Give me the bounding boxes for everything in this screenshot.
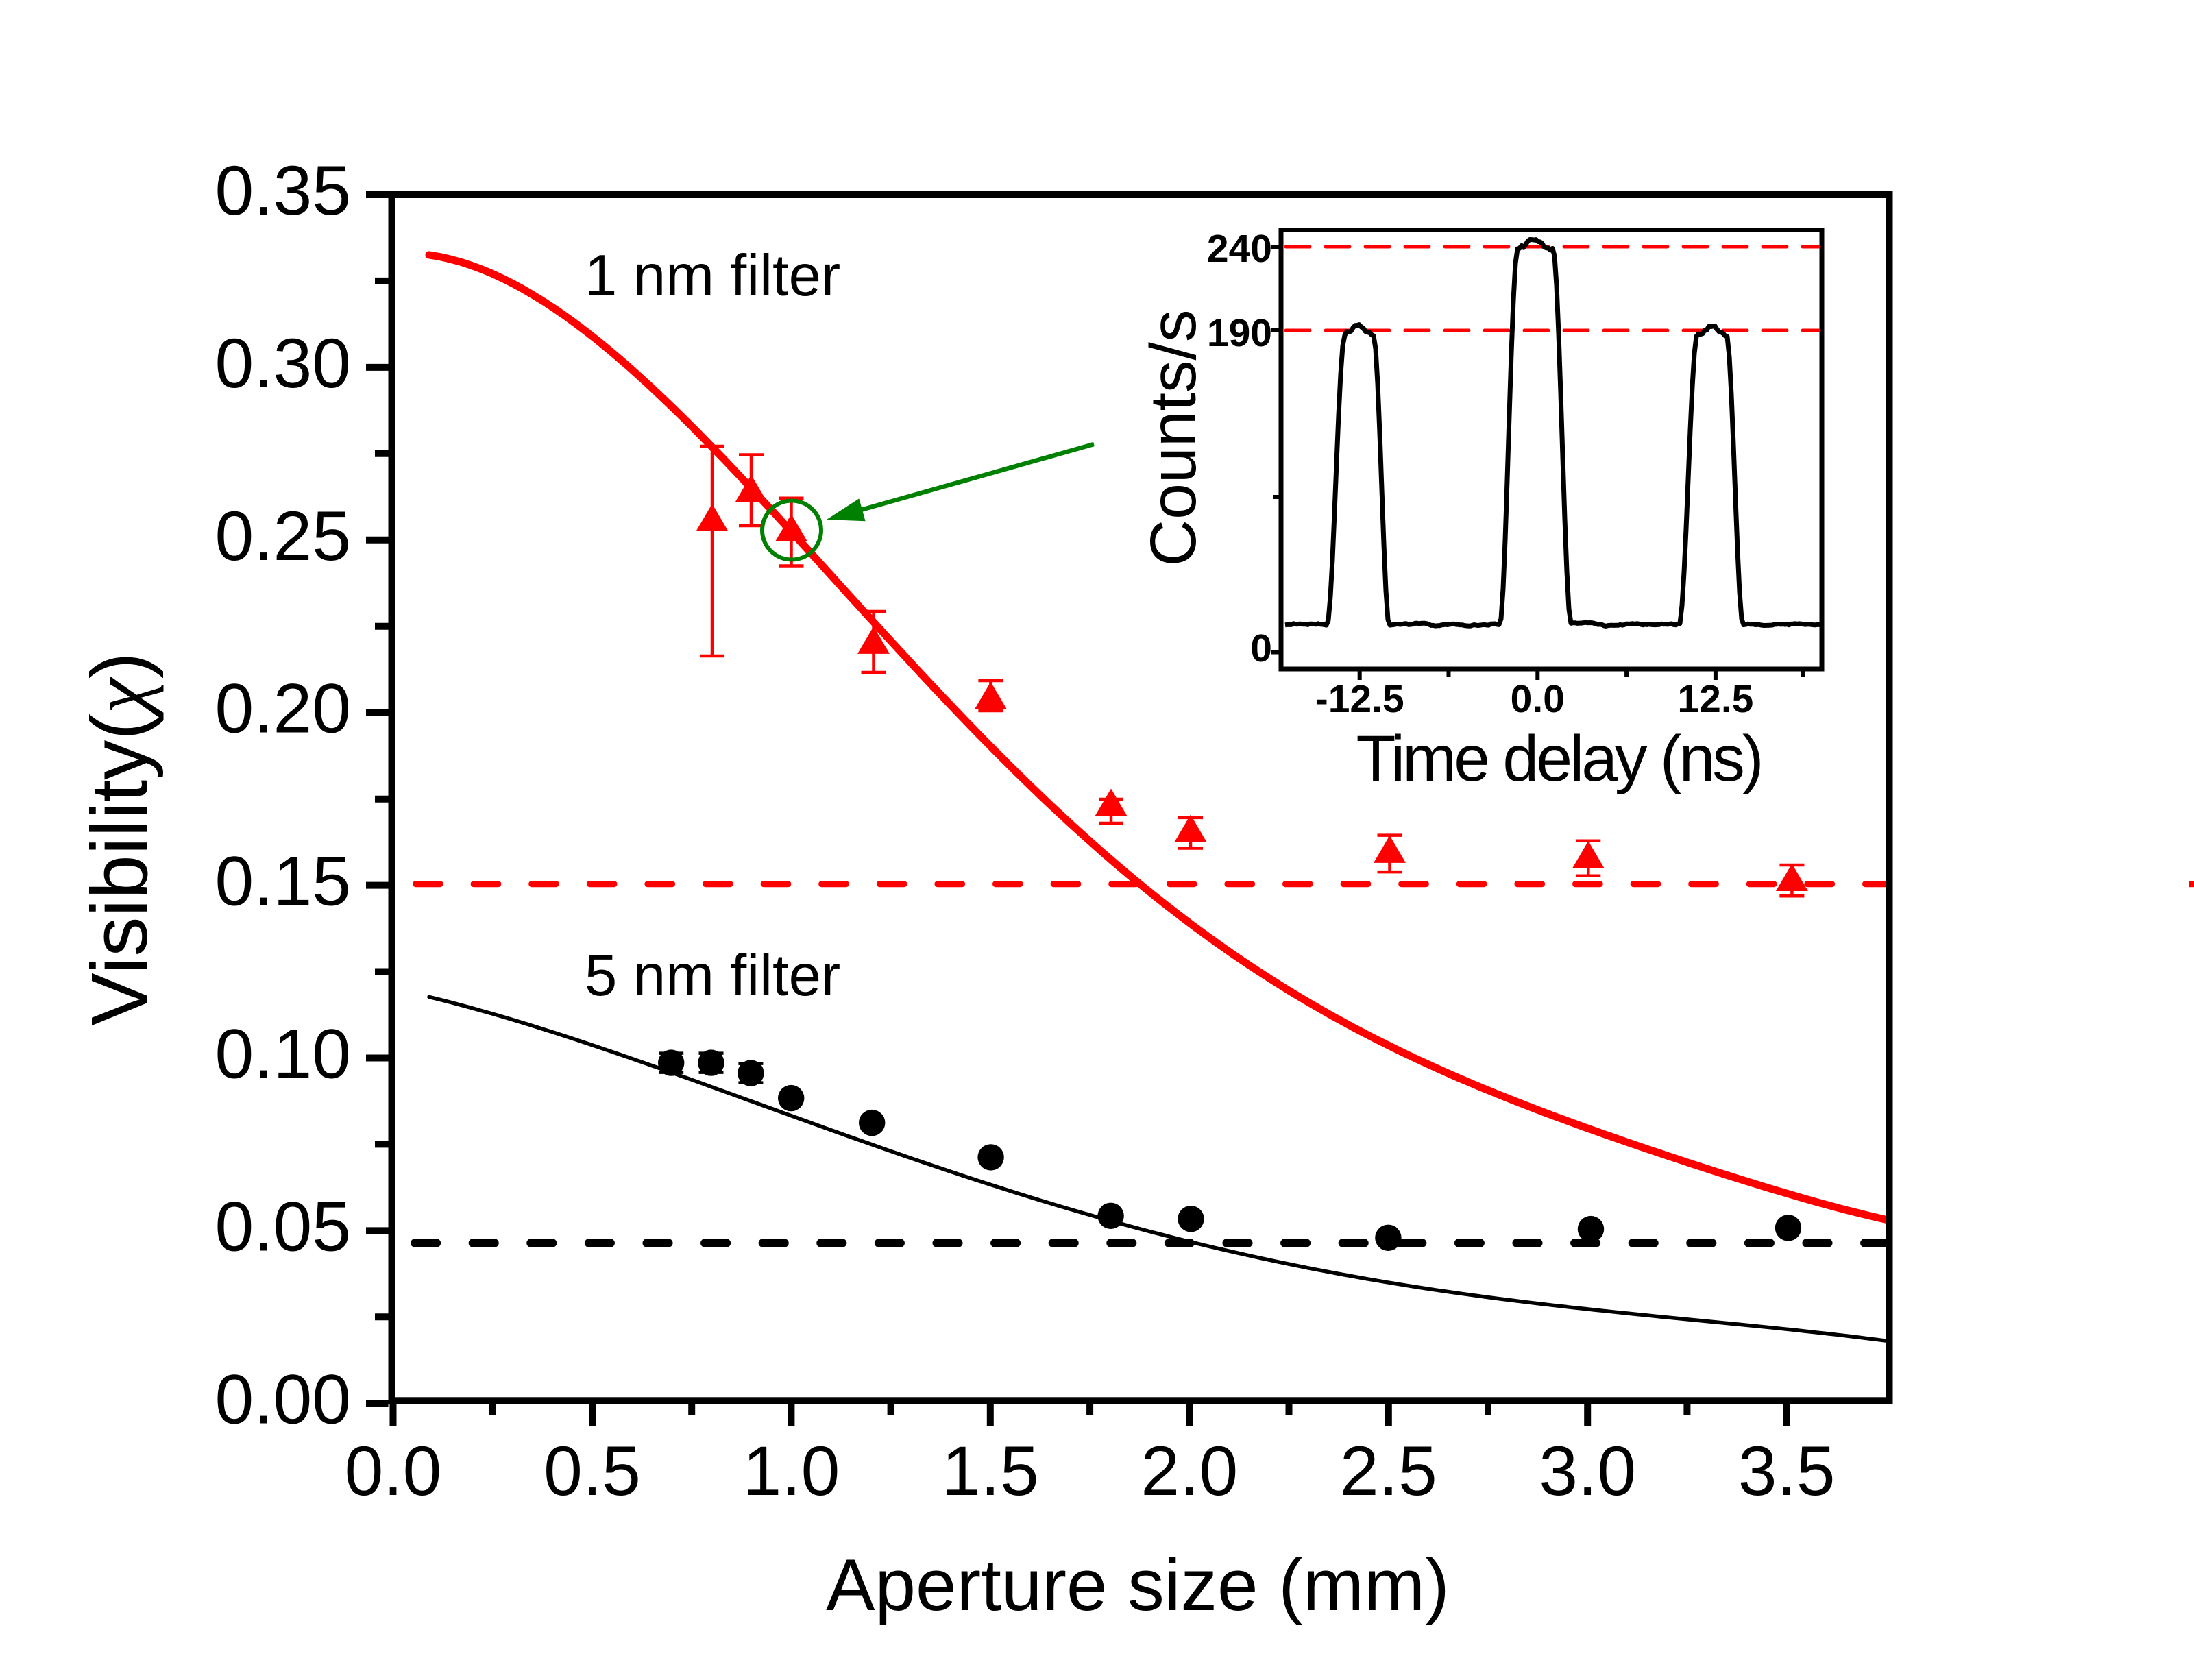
svg-text:0.10: 0.10 (215, 1015, 351, 1093)
svg-text:Counts/s: Counts/s (1137, 310, 1210, 567)
svg-text:0: 0 (1250, 626, 1272, 670)
svg-text:190: 190 (1207, 311, 1272, 355)
svg-text:3.5: 3.5 (1738, 1432, 1836, 1510)
svg-text:Time delay (ns): Time delay (ns) (1356, 722, 1761, 795)
svg-text:3.0: 3.0 (1539, 1432, 1636, 1510)
svg-text:0.0: 0.0 (345, 1432, 442, 1510)
svg-text:0.35: 0.35 (215, 151, 351, 230)
svg-text:1 nm filter: 1 nm filter (585, 243, 840, 308)
svg-text:-12.5: -12.5 (1315, 677, 1404, 721)
svg-text:5 nm filter: 5 nm filter (585, 943, 840, 1008)
svg-text:0.15: 0.15 (215, 842, 351, 921)
svg-text:0.20: 0.20 (215, 670, 351, 748)
svg-text:2.5: 2.5 (1340, 1432, 1437, 1510)
svg-text:12.5: 12.5 (1677, 677, 1753, 721)
svg-text:Aperture size (mm): Aperture size (mm) (826, 1544, 1450, 1626)
svg-text:0.05: 0.05 (215, 1187, 351, 1265)
svg-text:0.30: 0.30 (215, 324, 351, 402)
svg-text:Visibility(χ): Visibility(χ) (75, 652, 164, 1025)
svg-text:240: 240 (1207, 227, 1272, 271)
svg-text:0.5: 0.5 (544, 1432, 641, 1510)
svg-text:1.0: 1.0 (743, 1432, 840, 1510)
svg-text:0.00: 0.00 (215, 1360, 351, 1438)
svg-text:2.0: 2.0 (1141, 1432, 1238, 1510)
svg-text:0.25: 0.25 (215, 497, 351, 575)
svg-text:1.5: 1.5 (942, 1432, 1039, 1510)
svg-text:0.0: 0.0 (1511, 677, 1565, 721)
